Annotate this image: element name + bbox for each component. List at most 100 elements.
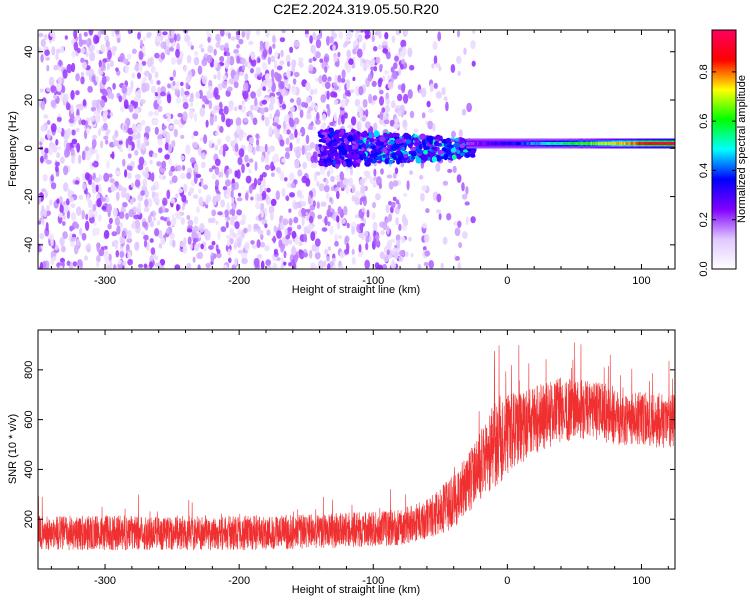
spectral-cell <box>125 192 131 201</box>
spectral-cell <box>333 151 339 157</box>
spectral-cell <box>186 41 193 47</box>
spectral-cell <box>193 225 199 232</box>
spectral-cell <box>342 160 347 168</box>
spectral-cell <box>384 158 389 165</box>
spectral-cell <box>405 139 412 144</box>
spectral-cell <box>193 56 200 66</box>
spectral-cell <box>296 189 303 198</box>
spectral-cell <box>253 257 260 268</box>
spectral-cell <box>400 39 407 48</box>
spectral-cell <box>230 36 236 41</box>
spectral-cell <box>46 129 51 140</box>
spectral-cell <box>362 58 366 64</box>
spectral-cell <box>378 182 382 190</box>
spectral-cell <box>231 196 235 204</box>
spectral-cell <box>421 185 428 192</box>
spectral-cell <box>134 179 141 188</box>
spectral-cell <box>260 233 264 240</box>
spectral-cell <box>232 203 236 210</box>
spectral-cell <box>465 216 469 226</box>
spectral-cell <box>70 236 76 242</box>
spectral-cell <box>451 130 456 138</box>
spectral-cell <box>326 35 330 46</box>
spectral-cell <box>401 83 406 94</box>
spectral-cell <box>177 113 183 118</box>
y-tick-label: 0 <box>23 145 35 151</box>
spectral-cell <box>228 257 232 264</box>
spectral-cell <box>420 135 425 140</box>
spectral-cell <box>313 172 318 182</box>
spectral-cell <box>81 232 87 241</box>
spectral-cell <box>261 154 265 163</box>
spectral-cell <box>395 132 400 137</box>
spectral-cell <box>417 263 422 269</box>
spectral-cell <box>294 128 298 138</box>
spectral-cell <box>162 125 167 130</box>
spectral-cell <box>436 193 442 203</box>
spectral-cell <box>318 144 322 148</box>
spectral-cell <box>53 144 58 153</box>
spectral-cell <box>189 75 193 80</box>
spectral-cell <box>91 99 98 108</box>
spectral-cell <box>377 44 383 50</box>
spectral-cell <box>413 141 419 147</box>
spectral-cell <box>137 263 144 268</box>
spectral-cell <box>226 216 231 221</box>
spectral-cell <box>175 213 182 220</box>
spectral-cell <box>136 132 141 140</box>
spectral-cell <box>267 78 273 89</box>
spectral-cell <box>200 178 204 183</box>
spectral-cell <box>407 89 413 99</box>
spectral-cell <box>109 178 115 184</box>
spectral-cell <box>117 259 122 265</box>
spectral-cell <box>279 60 285 66</box>
spectral-cell <box>170 165 176 172</box>
spectral-cell <box>207 36 211 43</box>
spectral-cell <box>211 241 216 246</box>
spectral-cell <box>236 197 243 202</box>
spectral-cell <box>88 45 94 53</box>
spectral-cell <box>62 221 66 226</box>
spectral-cell <box>152 216 157 222</box>
spectral-cell <box>168 157 173 165</box>
spectral-cell <box>124 169 128 178</box>
spectral-cell <box>168 38 174 43</box>
spectral-cell <box>137 193 144 202</box>
spectral-cell <box>427 120 434 130</box>
spectral-cell <box>271 172 275 177</box>
y-tick-label: 600 <box>23 410 35 428</box>
spectral-cell <box>309 35 313 44</box>
spectral-cell <box>435 209 442 214</box>
spectral-cell <box>336 190 340 200</box>
spectral-cell <box>361 207 365 213</box>
spectral-cell <box>333 92 338 98</box>
spectral-cell <box>244 241 250 251</box>
spectral-cell <box>247 61 251 70</box>
spectral-cell <box>318 139 323 143</box>
spectral-cell <box>55 165 59 173</box>
spectral-cell <box>197 65 203 75</box>
spectral-cell <box>384 69 389 75</box>
spectral-cell <box>364 30 370 36</box>
spectral-cell <box>442 236 448 245</box>
spectral-cell <box>196 206 200 214</box>
spectral-cell <box>241 163 245 174</box>
spectral-cell <box>180 172 186 180</box>
spectral-cell <box>107 49 112 60</box>
spectral-cell <box>373 66 378 72</box>
spectral-cell <box>351 256 356 265</box>
spectral-cell <box>150 65 156 74</box>
spectral-cell <box>310 102 316 108</box>
spectral-cell <box>307 125 314 130</box>
spectral-cell <box>441 155 445 160</box>
spectral-cell <box>268 125 273 135</box>
spectral-cell <box>371 212 376 220</box>
spectral-cell <box>368 138 375 143</box>
spectral-cell <box>167 83 171 89</box>
spectral-cell <box>332 44 336 51</box>
spectral-cell <box>280 49 284 58</box>
spectral-cell <box>365 242 369 251</box>
spectral-cell <box>458 129 463 137</box>
spectral-cell <box>255 133 260 139</box>
